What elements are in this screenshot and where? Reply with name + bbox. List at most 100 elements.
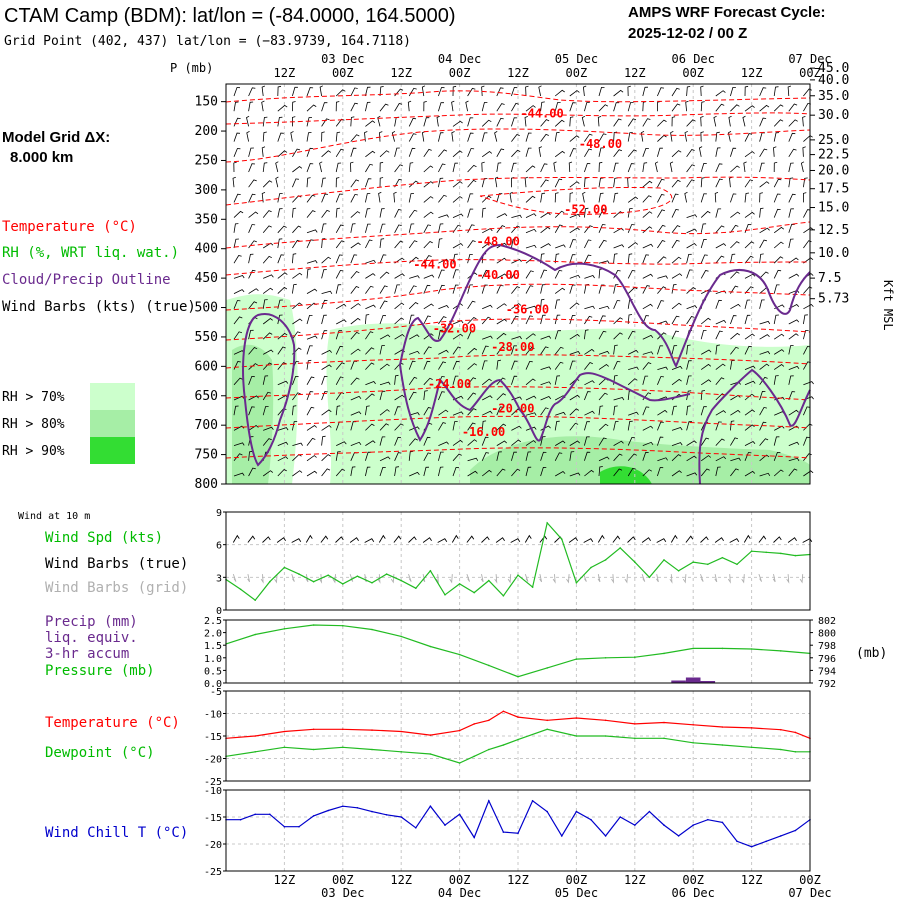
surface-barb-grid bbox=[656, 574, 659, 583]
height-tick-label: 22.5 bbox=[818, 148, 849, 163]
wind-barb bbox=[350, 134, 360, 142]
wind-speed-point bbox=[794, 554, 797, 557]
wind-barb bbox=[292, 283, 297, 294]
wind-barb bbox=[321, 409, 332, 416]
temperature-panel: Temperature (°C) Dewpoint (°C) -5-10-15-… bbox=[45, 687, 811, 788]
wind-barb bbox=[233, 472, 245, 477]
wind-barb bbox=[290, 131, 294, 142]
pressure-tick-label: 150 bbox=[195, 95, 218, 110]
wind-speed-point bbox=[663, 559, 665, 561]
surface-barb-true bbox=[378, 534, 386, 543]
wind-barb bbox=[554, 375, 561, 385]
wind-barb bbox=[394, 88, 404, 97]
axis-tick-label: -10 bbox=[204, 710, 222, 721]
wind-barb bbox=[642, 303, 653, 310]
wind-barb bbox=[540, 133, 549, 142]
wind-barb bbox=[773, 451, 781, 461]
temperature-point bbox=[517, 716, 519, 718]
wind-barb bbox=[802, 116, 806, 127]
wind-speed-point bbox=[634, 561, 636, 563]
wind-barb bbox=[598, 437, 607, 446]
wind-barb bbox=[627, 453, 637, 462]
wind-barb bbox=[233, 395, 245, 401]
wind-speed-point bbox=[677, 570, 680, 572]
wind-speed-point bbox=[502, 595, 505, 597]
wind-barb bbox=[292, 86, 298, 97]
wind-barb bbox=[306, 406, 315, 416]
wind-barb bbox=[248, 363, 259, 370]
wind-barb bbox=[262, 180, 273, 188]
temperature-point bbox=[254, 735, 256, 737]
wind-barb bbox=[744, 273, 756, 279]
wind-barb bbox=[759, 320, 771, 325]
wind-barb bbox=[598, 284, 605, 294]
temp-gridlines bbox=[226, 691, 810, 781]
wind-barb bbox=[730, 271, 740, 279]
wind-barb bbox=[379, 238, 385, 249]
wind-barb bbox=[350, 193, 358, 203]
wind-gridlines bbox=[226, 512, 810, 610]
wind-barb bbox=[686, 455, 697, 462]
wind-speed-point bbox=[342, 583, 344, 585]
wind-barb bbox=[335, 284, 342, 294]
wind-barb bbox=[379, 466, 386, 477]
wind-barb bbox=[496, 451, 502, 461]
wind-barb bbox=[467, 439, 478, 446]
wind-barb bbox=[467, 347, 478, 355]
wind-barb bbox=[233, 148, 241, 157]
windchill-point bbox=[575, 810, 578, 813]
wind-barb bbox=[233, 275, 245, 279]
wind-barb bbox=[540, 253, 545, 264]
wind-barb bbox=[554, 269, 563, 279]
wind-barb bbox=[715, 178, 723, 188]
surface-barb-grid bbox=[758, 573, 763, 582]
wind-barb bbox=[467, 392, 477, 401]
bottom-hour-label: 00Z bbox=[566, 873, 588, 887]
wind-barb bbox=[525, 213, 537, 218]
wind-barb bbox=[657, 194, 665, 203]
wind-barb bbox=[525, 346, 535, 355]
wind-barb bbox=[715, 421, 722, 431]
wind-barb bbox=[788, 468, 798, 477]
wind-barb bbox=[744, 299, 751, 309]
wind-barb bbox=[773, 469, 784, 477]
temp-contour-label: -28.00 bbox=[491, 340, 534, 354]
wind-barb bbox=[613, 89, 624, 97]
temperature-contour bbox=[225, 90, 811, 103]
top-hour-label: 12Z bbox=[274, 66, 296, 80]
wind-barb bbox=[365, 393, 375, 401]
wind-barb bbox=[540, 298, 545, 309]
wind-barb bbox=[642, 86, 649, 97]
wind-barb bbox=[642, 451, 649, 461]
surface-barb-true bbox=[247, 535, 256, 543]
wind-barb bbox=[642, 254, 650, 264]
wind-barb bbox=[467, 317, 477, 325]
wind-barb bbox=[292, 442, 303, 446]
wind-barb bbox=[306, 163, 314, 173]
wind-barb bbox=[554, 119, 565, 127]
dewpoint-point bbox=[750, 746, 753, 749]
wind-barb bbox=[788, 391, 796, 401]
wind-barb bbox=[262, 317, 273, 325]
axis-tick-label: 792 bbox=[818, 679, 836, 690]
wind-barb bbox=[467, 193, 474, 203]
wind-barb bbox=[233, 255, 242, 264]
wind-barb bbox=[700, 437, 710, 446]
wind-barb bbox=[773, 333, 785, 340]
wind-barb bbox=[657, 457, 668, 462]
top-hour-label: 00Z bbox=[799, 66, 821, 80]
wind-barb bbox=[408, 240, 418, 249]
temperature-point bbox=[488, 719, 490, 722]
wind-barb bbox=[613, 344, 618, 355]
wind-barb bbox=[627, 314, 633, 325]
wind-barb bbox=[379, 161, 384, 173]
wind-barb bbox=[540, 243, 551, 249]
wind-barb bbox=[409, 275, 420, 279]
wind-barb bbox=[365, 223, 371, 233]
wind-barb bbox=[321, 177, 327, 188]
axis-tick-label: 1.5 bbox=[204, 641, 222, 652]
surface-barb-true bbox=[612, 535, 621, 543]
wind-barb bbox=[743, 161, 747, 173]
wind-barb bbox=[350, 466, 356, 477]
